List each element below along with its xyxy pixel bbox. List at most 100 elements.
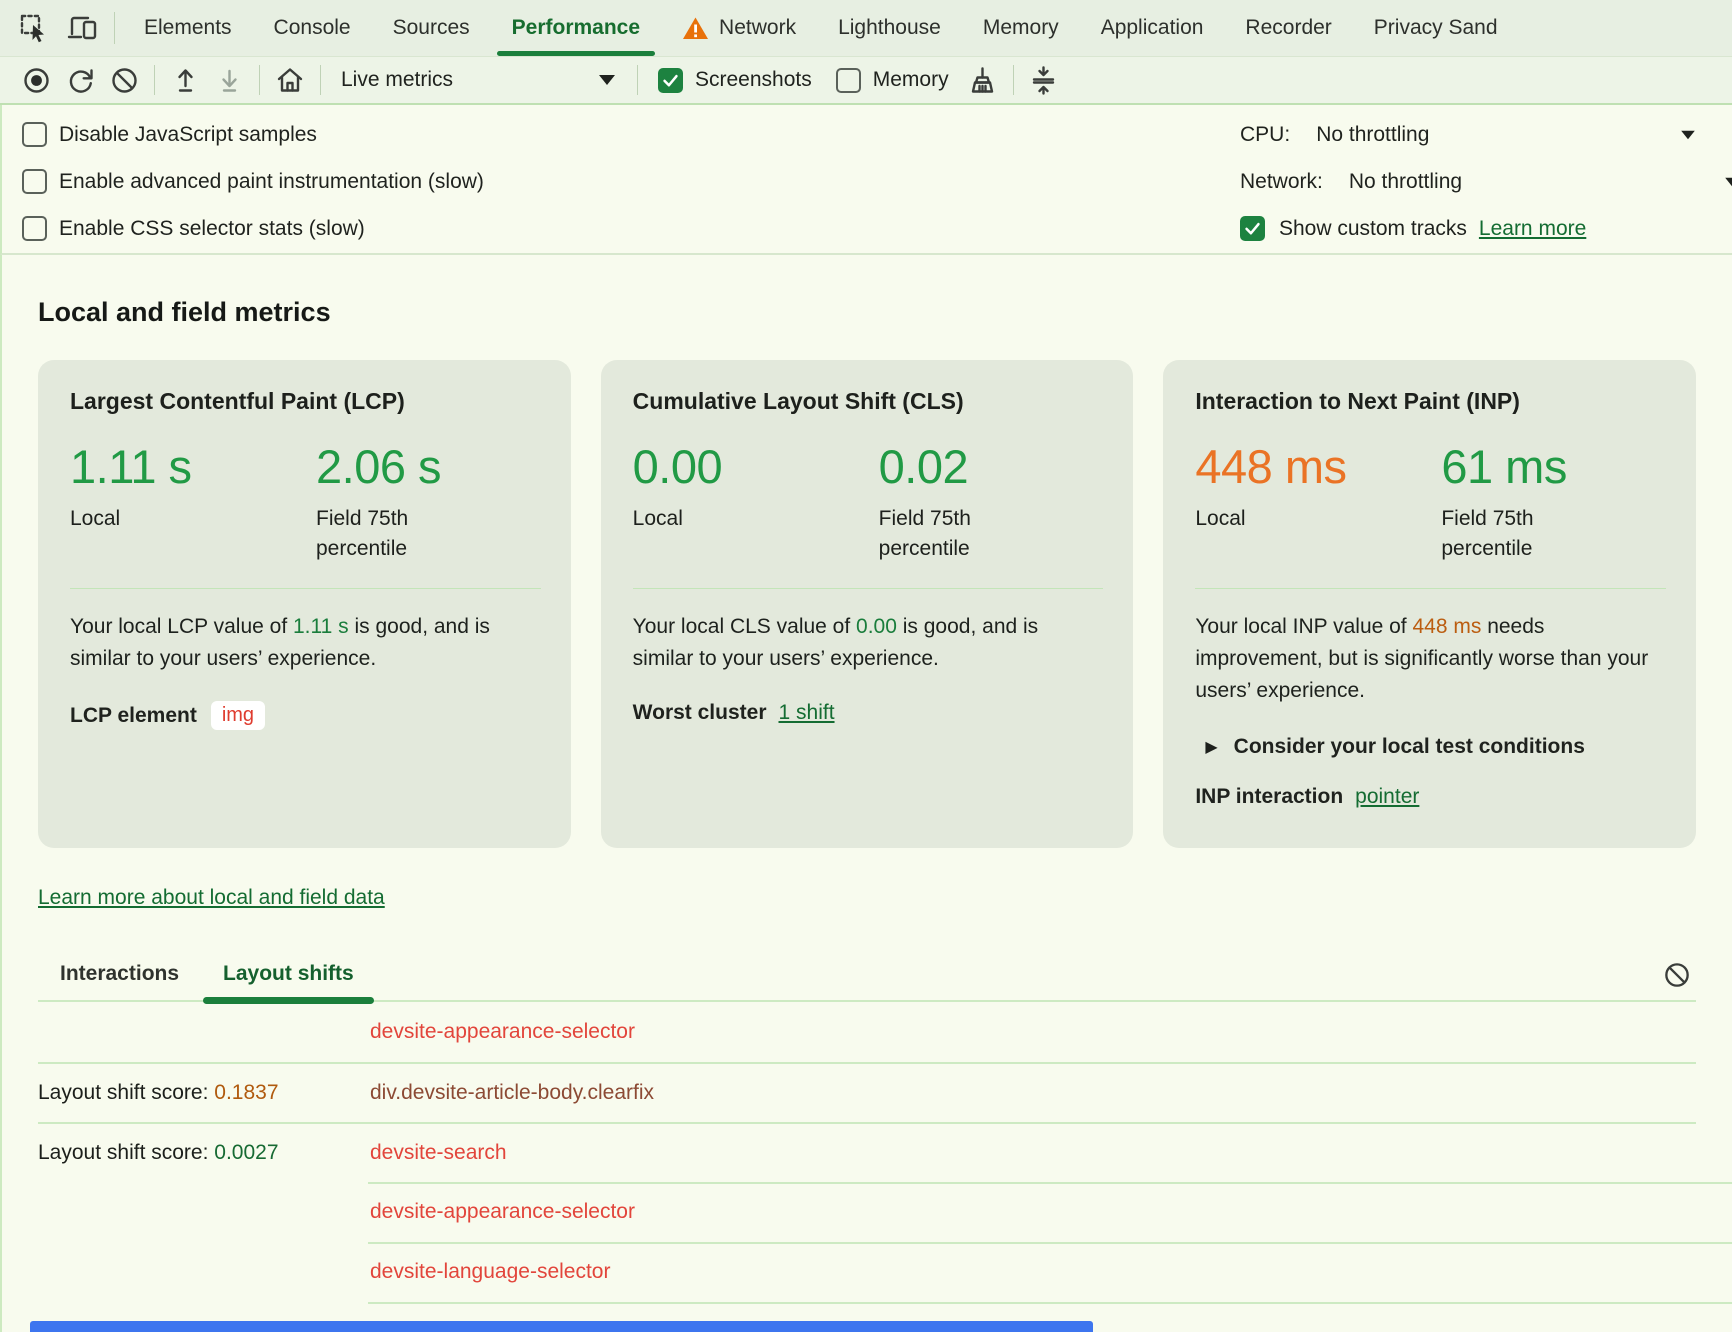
upload-icon bbox=[170, 65, 201, 96]
record-button[interactable] bbox=[14, 60, 58, 100]
inp-local-label: Local bbox=[1195, 504, 1345, 534]
node-link[interactable]: div.devsite-article-body.clearfix bbox=[370, 1081, 654, 1104]
dropdown-caret-icon bbox=[599, 75, 615, 85]
tab-network[interactable]: Network bbox=[661, 0, 817, 56]
inp-interaction-link[interactable]: pointer bbox=[1355, 785, 1419, 809]
custom-tracks-learn-more-link[interactable]: Learn more bbox=[1479, 217, 1586, 241]
layout-shift-score: 0.1837 bbox=[214, 1081, 278, 1104]
performance-settings-pane: Disable JavaScript samples Enable advanc… bbox=[0, 105, 1732, 255]
cls-field-label: Field 75th percentile bbox=[879, 504, 1029, 564]
tab-performance[interactable]: Performance bbox=[491, 0, 661, 56]
tab-application[interactable]: Application bbox=[1080, 0, 1225, 56]
lcp-element-label: LCP element bbox=[70, 704, 197, 728]
performance-toolbar: Live metrics Screenshots Memory bbox=[0, 57, 1732, 105]
layout-shift-row[interactable]: Layout shift score: 0.1837 div.devsite-a… bbox=[38, 1062, 1696, 1122]
inp-local-value: 448 ms bbox=[1195, 439, 1441, 494]
checkbox-checked-icon bbox=[658, 68, 683, 93]
home-button[interactable] bbox=[268, 60, 312, 100]
local-field-metrics-heading: Local and field metrics bbox=[38, 255, 1696, 328]
card-divider bbox=[633, 588, 1104, 589]
checkbox-unchecked-icon bbox=[22, 122, 47, 147]
cls-metric-card: Cumulative Layout Shift (CLS) 0.00 Local… bbox=[601, 360, 1134, 848]
checkbox-unchecked-icon bbox=[836, 68, 861, 93]
device-toolbar-button[interactable] bbox=[58, 0, 106, 56]
clear-list-icon bbox=[1662, 960, 1692, 990]
node-link[interactable]: devsite-search bbox=[370, 1141, 507, 1164]
dropdown-caret-icon bbox=[1725, 177, 1732, 186]
device-toolbar-icon bbox=[66, 12, 98, 44]
live-metrics-view: Local and field metrics Largest Contentf… bbox=[0, 255, 1732, 1332]
node-link[interactable]: devsite-language-selector bbox=[370, 1260, 610, 1283]
load-profile-button[interactable] bbox=[163, 60, 207, 100]
record-and-reload-button[interactable] bbox=[58, 60, 102, 100]
layout-shift-row[interactable]: devsite-language-selector bbox=[38, 1242, 1696, 1302]
tab-layout-shifts[interactable]: Layout shifts bbox=[201, 962, 376, 1000]
tab-privacy-sandbox[interactable]: Privacy Sand bbox=[1353, 0, 1519, 56]
lcp-metric-card: Largest Contentful Paint (LCP) 1.11 s Lo… bbox=[38, 360, 571, 848]
lcp-element-node-chip[interactable]: img bbox=[211, 701, 265, 730]
separator bbox=[154, 65, 155, 95]
layout-shift-row[interactable]: devsite-appearance-selector bbox=[38, 1002, 1696, 1062]
selected-row-highlight[interactable] bbox=[30, 1321, 1093, 1332]
layout-shift-row[interactable]: Layout shift score: 0.0027 devsite-searc… bbox=[38, 1122, 1696, 1182]
reload-icon bbox=[65, 65, 96, 96]
inp-field-label: Field 75th percentile bbox=[1441, 504, 1591, 564]
clear-visualization-button[interactable] bbox=[961, 60, 1005, 100]
cls-local-label: Local bbox=[633, 504, 783, 534]
home-icon bbox=[274, 64, 306, 96]
tab-sources[interactable]: Sources bbox=[372, 0, 491, 56]
download-icon bbox=[214, 65, 245, 96]
tab-memory[interactable]: Memory bbox=[962, 0, 1080, 56]
card-divider bbox=[1195, 588, 1666, 589]
collapse-panel-button[interactable] bbox=[1022, 60, 1066, 100]
tab-lighthouse[interactable]: Lighthouse bbox=[817, 0, 962, 56]
dropdown-caret-icon bbox=[1681, 130, 1695, 139]
block-icon bbox=[109, 65, 140, 96]
live-metrics-logs: Interactions Layout shifts devsite-appea… bbox=[38, 956, 1696, 1332]
cpu-throttling-select[interactable]: CPU: No throttling bbox=[1240, 111, 1696, 158]
live-metrics-dropdown[interactable]: Live metrics bbox=[329, 68, 629, 92]
inp-interaction-label: INP interaction bbox=[1195, 785, 1343, 809]
separator bbox=[259, 65, 260, 95]
layout-shift-row[interactable]: devsite-appearance-selector bbox=[38, 1182, 1696, 1242]
inp-card-title: Interaction to Next Paint (INP) bbox=[1195, 388, 1666, 415]
node-link[interactable]: devsite-appearance-selector bbox=[370, 1020, 635, 1043]
learn-more-local-field-link[interactable]: Learn more about local and field data bbox=[38, 886, 385, 910]
disclosure-triangle-icon: ▶ bbox=[1205, 737, 1217, 757]
clear-button[interactable] bbox=[102, 60, 146, 100]
worst-cluster-link[interactable]: 1 shift bbox=[779, 701, 835, 725]
lcp-local-label: Local bbox=[70, 504, 220, 534]
card-divider bbox=[70, 588, 541, 589]
warning-icon bbox=[682, 16, 709, 41]
inp-metric-card: Interaction to Next Paint (INP) 448 ms L… bbox=[1163, 360, 1696, 848]
cls-description: Your local CLS value of 0.00 is good, an… bbox=[633, 611, 1104, 675]
memory-checkbox[interactable]: Memory bbox=[836, 68, 949, 93]
advanced-paint-instrumentation-checkbox[interactable]: Enable advanced paint instrumentation (s… bbox=[22, 158, 484, 205]
tab-recorder[interactable]: Recorder bbox=[1224, 0, 1352, 56]
tab-console[interactable]: Console bbox=[253, 0, 372, 56]
brush-icon bbox=[967, 65, 998, 96]
disable-js-samples-checkbox[interactable]: Disable JavaScript samples bbox=[22, 111, 484, 158]
css-selector-stats-checkbox[interactable]: Enable CSS selector stats (slow) bbox=[22, 205, 484, 252]
node-link[interactable]: devsite-appearance-selector bbox=[370, 1200, 635, 1223]
lcp-description: Your local LCP value of 1.11 s is good, … bbox=[70, 611, 541, 675]
cls-field-value: 0.02 bbox=[879, 439, 1029, 494]
network-throttling-select[interactable]: Network: No throttling bbox=[1240, 158, 1732, 205]
record-icon bbox=[21, 65, 52, 96]
clear-log-button[interactable] bbox=[1662, 960, 1692, 990]
save-profile-button[interactable] bbox=[207, 60, 251, 100]
tab-elements[interactable]: Elements bbox=[123, 0, 253, 56]
separator bbox=[114, 12, 115, 44]
local-test-conditions-disclosure[interactable]: ▶ Consider your local test conditions bbox=[1195, 735, 1666, 759]
devtools-tabbar: Elements Console Sources Performance Net… bbox=[0, 0, 1732, 57]
separator bbox=[637, 65, 638, 95]
inspect-element-button[interactable] bbox=[10, 0, 58, 56]
screenshots-checkbox[interactable]: Screenshots bbox=[658, 68, 812, 93]
cls-card-title: Cumulative Layout Shift (CLS) bbox=[633, 388, 1104, 415]
layout-shift-score: 0.0027 bbox=[214, 1141, 278, 1164]
inp-field-value: 61 ms bbox=[1441, 439, 1591, 494]
tab-interactions[interactable]: Interactions bbox=[38, 962, 201, 1000]
lcp-local-value: 1.11 s bbox=[70, 439, 316, 494]
show-custom-tracks-checkbox[interactable] bbox=[1240, 216, 1265, 241]
lcp-card-title: Largest Contentful Paint (LCP) bbox=[70, 388, 541, 415]
